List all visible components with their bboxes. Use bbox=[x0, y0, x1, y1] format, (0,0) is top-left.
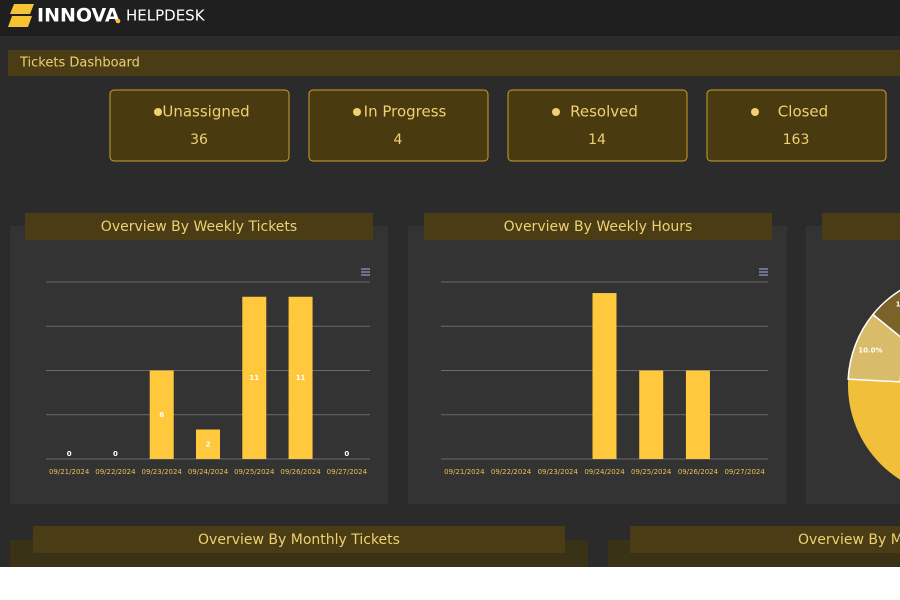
section-title-bar bbox=[630, 526, 900, 553]
stat-card bbox=[308, 89, 489, 162]
data-label: 2 bbox=[206, 440, 211, 448]
x-tick-label: 09/24/2024 bbox=[584, 468, 625, 476]
chart-title-bar bbox=[822, 213, 900, 240]
data-label: 0 bbox=[344, 450, 349, 458]
brand: INNOVA bbox=[37, 5, 120, 27]
stat-value: 14 bbox=[588, 132, 606, 148]
product-name: HELPDESK bbox=[126, 7, 206, 25]
x-tick-label: 09/23/2024 bbox=[142, 468, 183, 476]
stat-icon bbox=[154, 108, 162, 116]
x-tick-label: 09/23/2024 bbox=[538, 468, 579, 476]
section-title: Overview By M bbox=[798, 532, 900, 548]
stat-value: 163 bbox=[783, 132, 810, 148]
data-label: 6 bbox=[159, 411, 164, 419]
x-tick-label: 09/27/2024 bbox=[724, 468, 765, 476]
data-label: 10.0% bbox=[858, 347, 882, 355]
bar bbox=[242, 296, 267, 459]
stat-label: Closed bbox=[778, 103, 828, 121]
x-tick-label: 09/24/2024 bbox=[188, 468, 229, 476]
bar bbox=[149, 370, 174, 459]
data-label: 10.0% bbox=[896, 300, 900, 308]
stat-value: 4 bbox=[394, 132, 403, 148]
bar bbox=[196, 429, 220, 459]
logo bbox=[8, 4, 34, 27]
x-tick-label: 09/22/2024 bbox=[491, 468, 532, 476]
data-label: 0 bbox=[67, 450, 72, 458]
stat-card bbox=[706, 89, 887, 162]
title-bar bbox=[8, 50, 900, 76]
chart-title-bar bbox=[424, 213, 772, 240]
menu-icon[interactable] bbox=[759, 268, 768, 276]
chart-title: Overview By Weekly Tickets bbox=[101, 219, 297, 235]
brand-dot bbox=[115, 18, 121, 24]
x-tick-label: 09/21/2024 bbox=[444, 468, 485, 476]
x-tick-label: 09/22/2024 bbox=[95, 468, 136, 476]
x-tick-label: 09/25/2024 bbox=[631, 468, 672, 476]
bar bbox=[639, 370, 664, 459]
stat-label: In Progress bbox=[364, 103, 447, 121]
section-title: Overview By Monthly Tickets bbox=[198, 532, 400, 548]
bar bbox=[288, 296, 313, 459]
section-title-bar bbox=[33, 526, 565, 553]
bar bbox=[685, 370, 710, 459]
x-tick-label: 09/26/2024 bbox=[280, 468, 321, 476]
dashboard: INNOVA HELPDESK Tickets Dashboard Unassi… bbox=[0, 0, 900, 567]
chart-panel bbox=[10, 226, 388, 504]
x-tick-label: 09/21/2024 bbox=[49, 468, 90, 476]
dashboard-title: Tickets Dashboard bbox=[19, 56, 140, 71]
data-label: 11 bbox=[296, 374, 306, 382]
chart-title-bar bbox=[25, 213, 373, 240]
stat-label: Resolved bbox=[570, 103, 638, 121]
donut-segment bbox=[871, 289, 900, 338]
data-label: 11 bbox=[249, 374, 259, 382]
stat-card bbox=[109, 89, 290, 162]
stat-card bbox=[507, 89, 688, 162]
menu-icon[interactable] bbox=[361, 268, 370, 276]
stat-icon bbox=[751, 108, 759, 116]
data-label: 0 bbox=[113, 450, 118, 458]
x-tick-label: 09/26/2024 bbox=[678, 468, 719, 476]
bar bbox=[592, 293, 617, 459]
x-tick-label: 09/25/2024 bbox=[234, 468, 275, 476]
stat-icon bbox=[552, 108, 560, 116]
x-tick-label: 09/27/2024 bbox=[327, 468, 368, 476]
header bbox=[0, 0, 900, 36]
stat-icon bbox=[353, 108, 361, 116]
stat-value: 36 bbox=[190, 132, 208, 148]
chart-title: Overview By Weekly Hours bbox=[504, 219, 693, 235]
donut-ring bbox=[848, 290, 900, 480]
stat-label: Unassigned bbox=[162, 103, 249, 121]
